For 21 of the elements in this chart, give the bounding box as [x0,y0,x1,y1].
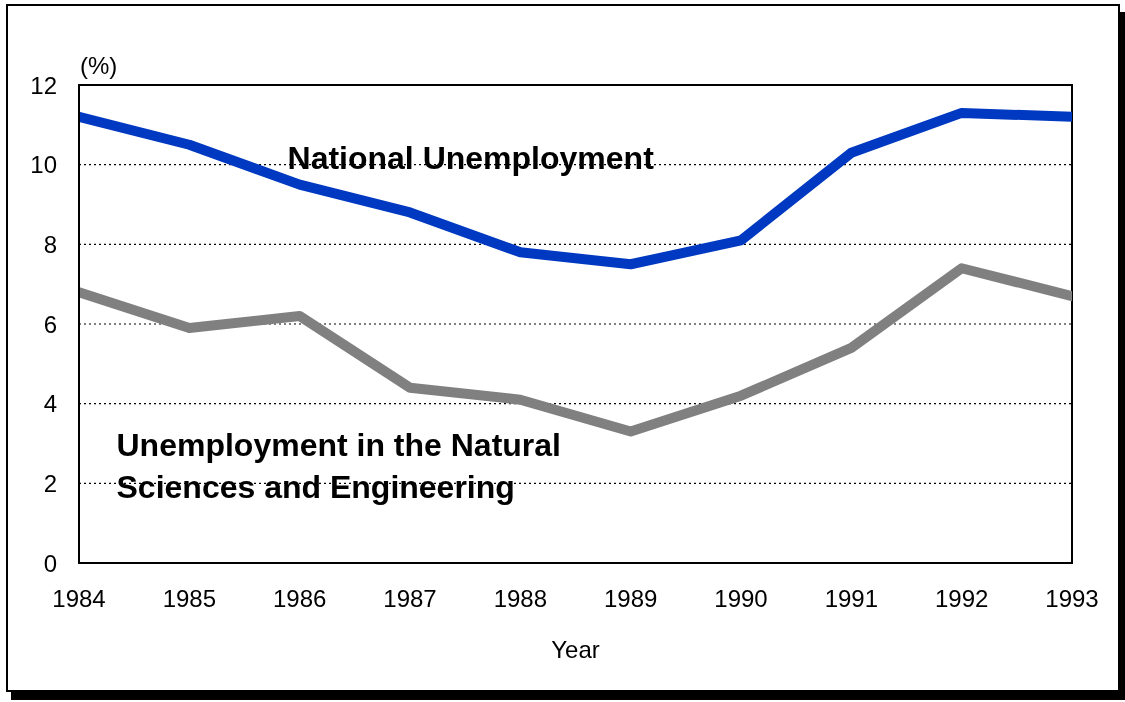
x-tick-label: 1992 [934,585,989,613]
y-tick-label: 6 [43,310,57,338]
y-tick-label: 0 [43,549,57,577]
x-tick-label: 1984 [52,585,106,613]
y-tick-label: 8 [43,230,57,258]
series-label: National Unemployment [287,139,655,176]
x-tick-label: 1987 [383,585,437,613]
x-tick-label: 1988 [493,585,548,613]
y-tick-label: 12 [30,71,57,99]
series-label: Unemployment in the Natural Sciences and Engineering [116,427,562,506]
x-tick-label: 1986 [272,585,327,613]
x-tick-label: 1991 [824,585,879,613]
x-tick-label: 1985 [162,585,217,613]
x-tick-label: 1993 [1045,585,1099,613]
x-tick-label: 1990 [714,585,768,613]
y-tick-label: 4 [43,390,57,418]
y-tick-label: 2 [43,469,57,497]
x-axis-title: Year [551,636,600,663]
y-axis-title: (%) [80,52,118,79]
y-tick-label: 10 [30,151,57,179]
x-tick-label: 1989 [603,585,658,613]
